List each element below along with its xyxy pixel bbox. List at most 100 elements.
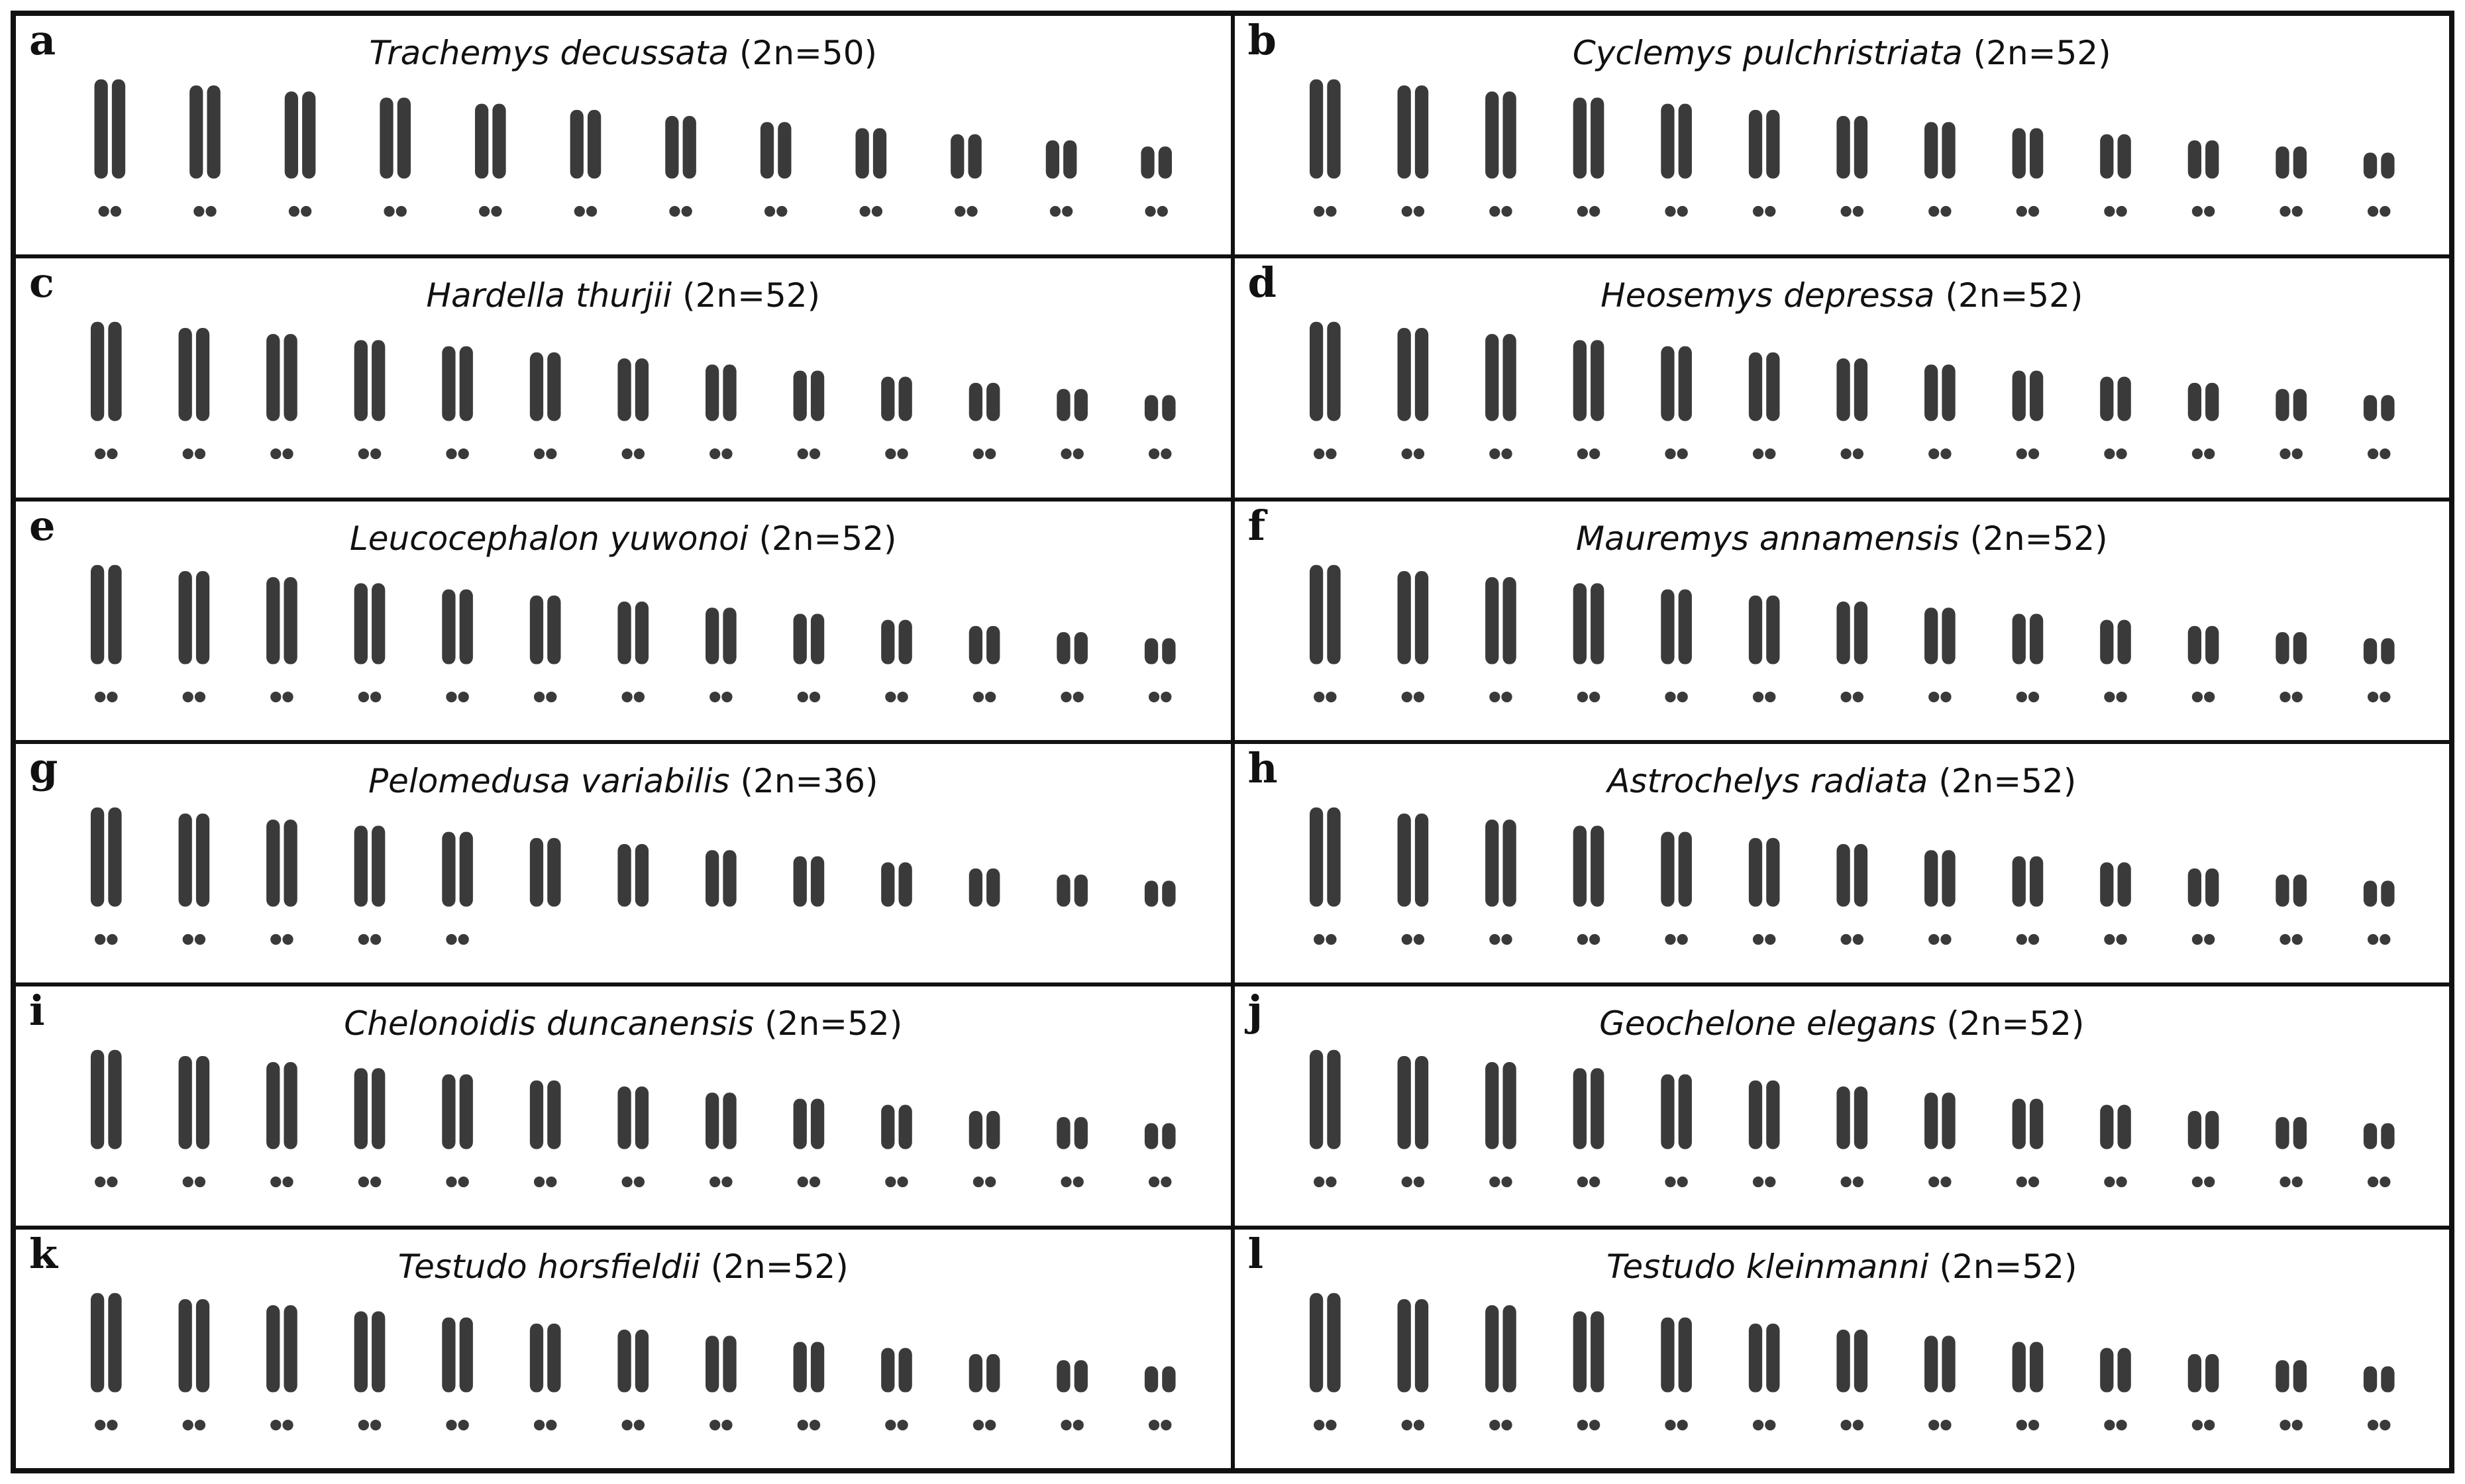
- chromosome-shape: [635, 358, 649, 421]
- microchromosome-shape: [107, 933, 118, 945]
- chromosome-shape: [1678, 831, 1692, 907]
- microchromosome-shape: [95, 449, 106, 460]
- chromosome-count: (2n=52): [1939, 1247, 2077, 1286]
- chromosome-shape: [1326, 1293, 1341, 1393]
- chromosome-shape: [1836, 1086, 1850, 1149]
- microchromosome-shape: [458, 449, 469, 460]
- microchromosome-shape: [1589, 691, 1600, 702]
- karyotype-image: [1281, 76, 2423, 228]
- microchromosome-shape: [301, 205, 312, 217]
- karyotype-svg: [1309, 322, 2395, 460]
- chromosome-shape: [284, 91, 299, 179]
- chromosome-shape: [1854, 358, 1867, 421]
- chromosome-shape: [2275, 1117, 2289, 1149]
- microchromosome-shape: [2291, 205, 2303, 217]
- panel-title: Hardella thurjii (2n=52): [16, 276, 1231, 315]
- microchromosome-shape: [370, 1419, 382, 1430]
- microchromosome-shape: [2279, 205, 2291, 217]
- microchromosome-shape: [270, 933, 282, 945]
- chromosome-shape: [1854, 601, 1867, 664]
- chromosome-shape: [1924, 1335, 1938, 1393]
- chromosome-shape: [986, 1353, 1000, 1393]
- chromosome-count: (2n=52): [1945, 276, 2083, 315]
- microchromosome-shape: [1413, 449, 1424, 460]
- microchromosome-shape: [2279, 1177, 2291, 1188]
- chromosome-shape: [266, 1304, 280, 1393]
- microchromosome-shape: [194, 1177, 206, 1188]
- microchromosome-shape: [985, 691, 996, 702]
- microchromosome-shape: [1161, 691, 1172, 702]
- chromosome-count: (2n=52): [759, 519, 897, 558]
- chromosome-shape: [372, 1311, 386, 1393]
- chromosome-shape: [284, 1304, 297, 1393]
- microchromosome-shape: [2103, 1419, 2115, 1430]
- chromosome-shape: [587, 109, 602, 179]
- chromosome-shape: [1414, 328, 1428, 421]
- chromosome-shape: [1057, 1359, 1071, 1393]
- chromosome-shape: [2117, 1105, 2131, 1149]
- chromosome-shape: [723, 364, 737, 421]
- chromosome-shape: [2363, 395, 2377, 421]
- microchromosome-shape: [1073, 449, 1084, 460]
- microchromosome-shape: [1313, 1419, 1324, 1430]
- chromosome-shape: [1485, 820, 1498, 907]
- panel-title: Geochelone elegans (2n=52): [1235, 1004, 2450, 1043]
- chromosome-shape: [881, 1348, 895, 1393]
- microchromosome-shape: [1664, 1177, 1676, 1188]
- chromosome-shape: [1941, 1092, 1956, 1149]
- karyotype-image: [1281, 318, 2423, 470]
- chromosome-shape: [442, 346, 456, 421]
- chromosome-shape: [1074, 874, 1088, 907]
- chromosome-shape: [108, 322, 122, 421]
- chromosome-shape: [1660, 1317, 1675, 1393]
- chromosome-shape: [1924, 1092, 1938, 1149]
- chromosome-shape: [1144, 1123, 1159, 1149]
- chromosome-shape: [617, 1329, 631, 1393]
- microchromosome-shape: [1489, 1419, 1500, 1430]
- microchromosome-shape: [2103, 205, 2115, 217]
- microchromosome-shape: [2103, 691, 2115, 702]
- chromosome-shape: [195, 813, 210, 907]
- panel-g: g Pelomedusa variabilis (2n=36): [14, 742, 1233, 985]
- microchromosome-shape: [721, 449, 733, 460]
- karyotype-svg: [90, 1293, 1176, 1430]
- microchromosome-shape: [2203, 1177, 2215, 1188]
- chromosome-shape: [266, 334, 280, 421]
- microchromosome-shape: [2203, 933, 2215, 945]
- microchromosome-shape: [1589, 449, 1600, 460]
- microchromosome-shape: [1413, 1177, 1424, 1188]
- chromosome-shape: [1941, 364, 1956, 421]
- chromosome-shape: [1144, 1365, 1159, 1393]
- microchromosome-shape: [897, 691, 908, 702]
- karyotype-svg: [94, 79, 1173, 217]
- chromosome-shape: [1326, 79, 1341, 179]
- karyotype-figure: a Trachemys decussata (2n=50) b Cyclemys…: [11, 11, 2454, 1473]
- chromosome-shape: [2117, 1348, 2131, 1393]
- chromosome-shape: [2363, 637, 2377, 664]
- chromosome-shape: [706, 1335, 719, 1393]
- microchromosome-shape: [446, 691, 457, 702]
- microchromosome-shape: [586, 205, 598, 217]
- chromosome-shape: [2275, 1359, 2289, 1393]
- panel-title: Testudo kleinmanni (2n=52): [1235, 1247, 2450, 1287]
- chromosome-shape: [2187, 383, 2201, 421]
- microchromosome-shape: [1148, 691, 1160, 702]
- microchromosome-shape: [709, 449, 721, 460]
- microchromosome-shape: [1489, 449, 1500, 460]
- microchromosome-shape: [193, 205, 205, 217]
- species-name: Geochelone elegans: [1599, 1004, 1936, 1043]
- chromosome-shape: [2205, 1353, 2219, 1393]
- chromosome-shape: [2029, 128, 2043, 179]
- microchromosome-shape: [282, 449, 293, 460]
- microchromosome-shape: [2028, 449, 2039, 460]
- microchromosome-shape: [1677, 691, 1688, 702]
- chromosome-shape: [2029, 856, 2043, 907]
- karyotype-svg: [1309, 1050, 2395, 1188]
- microchromosome-shape: [533, 1419, 545, 1430]
- chromosome-shape: [2275, 389, 2289, 421]
- microchromosome-shape: [282, 1177, 293, 1188]
- microchromosome-shape: [2191, 933, 2203, 945]
- microchromosome-shape: [764, 205, 776, 217]
- panel-title: Leucocephalon yuwonoi (2n=52): [16, 519, 1231, 558]
- chromosome-shape: [1941, 850, 1956, 907]
